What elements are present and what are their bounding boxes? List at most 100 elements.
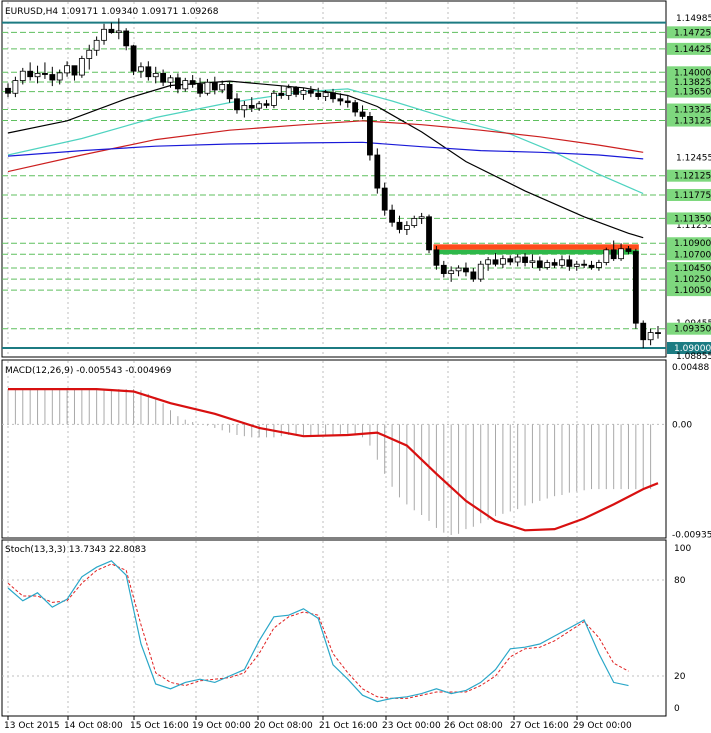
- candle-body: [27, 70, 34, 78]
- time-axis-label: 14 Oct 08:00: [64, 721, 123, 731]
- candle-body: [182, 80, 189, 90]
- price-tag-bg: [667, 75, 711, 88]
- candle-body: [152, 73, 159, 78]
- candle-body: [367, 116, 373, 156]
- candle-body: [632, 251, 639, 324]
- candle-body: [234, 98, 240, 111]
- candle-body: [226, 84, 233, 100]
- candle-body: [241, 104, 248, 111]
- price-tag-bg: [667, 85, 711, 98]
- price-tag-label: 1.11350: [674, 214, 711, 224]
- candle-body: [492, 259, 499, 265]
- price-tag-bg: [667, 273, 711, 286]
- price-tag-bg: [667, 188, 711, 201]
- candle-body: [115, 30, 122, 34]
- candle-body: [418, 216, 425, 219]
- candle-body: [12, 80, 19, 94]
- price-tag-label: 1.09350: [674, 325, 711, 335]
- support-zone-bottom: [433, 249, 639, 255]
- candle-body: [219, 84, 226, 91]
- candle-body: [174, 77, 181, 90]
- candle-body: [455, 267, 462, 272]
- candle-body: [5, 87, 11, 94]
- price-tag-bg: [667, 237, 711, 250]
- candle-body: [389, 209, 395, 223]
- candle-body: [315, 92, 322, 97]
- price-axis-label: 1.11235: [676, 221, 711, 231]
- candle-body: [640, 322, 647, 341]
- candle-body: [71, 65, 78, 76]
- candle-body: [411, 218, 418, 226]
- price-tag-bg: [667, 342, 711, 355]
- price-tag-label: 1.09000: [674, 344, 711, 354]
- price-tag-label: 1.13650: [674, 88, 711, 98]
- price-tag-bg: [667, 42, 711, 55]
- macd-panel: 0.00488 0.00 -0.009357: [1, 359, 711, 540]
- candle-body: [352, 102, 359, 113]
- price-tag-label: 1.14725: [674, 28, 711, 38]
- candle-body: [426, 216, 432, 251]
- stochastic-axis-label: 80: [674, 576, 686, 586]
- macd-axis-label: 0.00: [672, 420, 692, 430]
- moving-average-line: [7, 141, 644, 160]
- candle-body: [573, 263, 580, 267]
- candle-body: [374, 154, 381, 189]
- price-axis-label: 1.14985: [676, 14, 711, 24]
- candle-body: [470, 271, 477, 280]
- candle-body: [42, 73, 48, 75]
- price-tag-label: 1.14425: [674, 45, 711, 55]
- time-axis-label: 27 Oct 16:00: [510, 721, 569, 731]
- candle-body: [499, 258, 506, 265]
- stochastic-axis-label: 20: [674, 672, 686, 682]
- price-tag-bg: [667, 284, 711, 297]
- candle-body: [19, 70, 26, 81]
- candle-body: [536, 260, 543, 268]
- candle-body: [322, 92, 329, 97]
- time-axis-label: 26 Oct 08:00: [444, 721, 503, 731]
- time-axis: 13 Oct 2015 14 Oct 08:00 15 Oct 16:00 19 Oc…: [4, 716, 632, 731]
- price-tag-label: 1.13825: [674, 78, 711, 88]
- candle-body: [544, 262, 551, 268]
- price-panel: 1.14985 1.14725 1.14425 1.140001.138251.136…: [1, 0, 711, 362]
- price-tag-bg: [667, 26, 711, 39]
- candle-body: [529, 260, 536, 263]
- price-tag-bg: [667, 114, 711, 127]
- price-chart-title: EURUSD,H4 1.09171 1.09340 1.09171 1.0926…: [5, 7, 219, 17]
- candle-body: [440, 264, 447, 274]
- candle-body: [86, 49, 93, 59]
- candle-body: [285, 87, 292, 96]
- stochastic-axis-label: 100: [674, 544, 691, 554]
- price-tag-bg: [667, 322, 711, 335]
- candle-body: [603, 249, 610, 263]
- candle-body: [396, 221, 403, 230]
- price-tag-label: 1.10900: [674, 239, 711, 249]
- support-zone-top: [433, 244, 639, 250]
- candle-body: [278, 92, 285, 96]
- candle-body: [130, 45, 137, 72]
- candle-body: [211, 81, 218, 91]
- candle-body: [204, 81, 211, 94]
- stochastic-title: Stoch(13,3,3) 13.7343 22.8083: [5, 545, 146, 555]
- price-tag-label: 1.10250: [674, 275, 711, 285]
- candle-body: [78, 58, 85, 76]
- time-axis-label: 21 Oct 16:00: [319, 721, 378, 731]
- candle-body: [588, 264, 595, 268]
- candle-body: [596, 262, 602, 268]
- candle-body: [248, 104, 255, 109]
- candle-body: [263, 103, 270, 106]
- candle-body: [359, 111, 366, 117]
- macd-frame: [1, 359, 667, 539]
- price-tag-label: 1.10450: [674, 264, 711, 274]
- candle-body: [559, 259, 565, 266]
- stochastic-panel: 100 80 20 0: [1, 539, 691, 717]
- time-axis-label: 13 Oct 2015: [4, 721, 60, 731]
- candle-body: [433, 249, 440, 266]
- candle-body: [256, 103, 263, 109]
- candle-body: [56, 72, 63, 81]
- price-tag-label: 1.10700: [674, 250, 711, 260]
- candle-body: [337, 98, 344, 102]
- candle-body: [300, 90, 307, 95]
- candle-body: [610, 249, 617, 260]
- price-tag-label: 1.12125: [674, 172, 711, 182]
